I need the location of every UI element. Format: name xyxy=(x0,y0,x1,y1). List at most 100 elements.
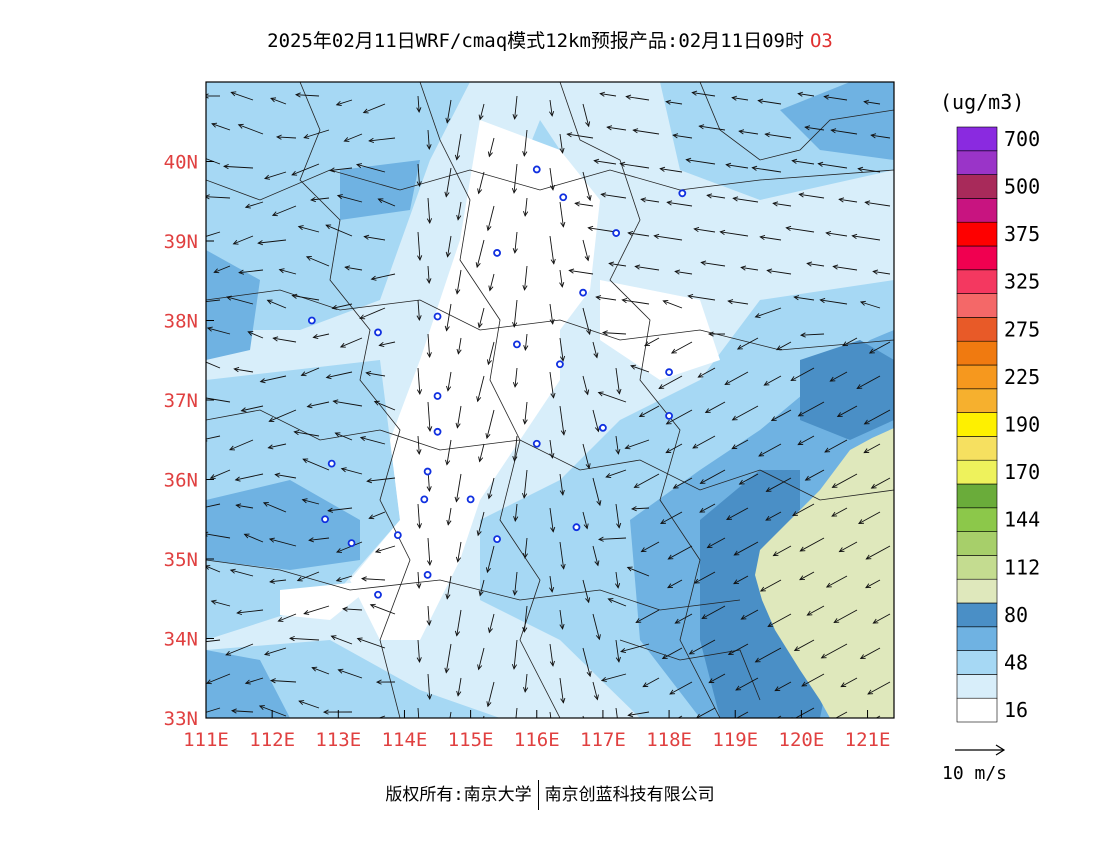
wind-vector-head xyxy=(625,94,632,100)
wind-vector xyxy=(575,202,594,207)
legend-label: 275 xyxy=(1004,317,1040,341)
wind-vector-head xyxy=(599,91,606,97)
wind-vector xyxy=(675,271,693,275)
wind-vector-head xyxy=(243,533,250,539)
wind-vector-head xyxy=(765,515,772,521)
wind-vector xyxy=(688,295,716,301)
wind-vector xyxy=(726,164,749,169)
wind-vector xyxy=(642,677,660,688)
wind-vector xyxy=(734,541,759,556)
wind-vector xyxy=(549,167,554,190)
wind-vector xyxy=(379,341,396,346)
wind-vector xyxy=(229,439,254,451)
wind-vector xyxy=(666,101,683,105)
wind-vector xyxy=(427,673,431,699)
wind-vector-head xyxy=(229,568,236,574)
wind-vector-head xyxy=(667,554,674,560)
wind-vector xyxy=(582,239,589,261)
wind-vector xyxy=(304,129,330,139)
ozone-band-0-b xyxy=(280,580,380,620)
wind-vector-head xyxy=(560,221,566,228)
wind-vector xyxy=(298,226,320,233)
wind-vector-head xyxy=(759,234,766,241)
wind-vector-head xyxy=(522,151,528,157)
wind-vector-head xyxy=(549,184,555,191)
wind-vector xyxy=(304,605,330,615)
wind-vector-head xyxy=(574,201,581,207)
wind-vector-head xyxy=(336,548,342,553)
wind-vector xyxy=(325,224,353,237)
wind-vector xyxy=(417,435,420,454)
wind-vector-head xyxy=(602,330,608,336)
wind-vector-head xyxy=(726,515,732,521)
wind-vector-head xyxy=(277,617,284,622)
wind-vector-head xyxy=(870,483,877,489)
wind-vector xyxy=(615,639,620,662)
wind-vector-head xyxy=(444,191,450,198)
wind-vector xyxy=(628,711,650,716)
wind-vector-head xyxy=(693,226,700,233)
wind-vector xyxy=(835,711,848,718)
wind-vector xyxy=(792,503,815,516)
wind-vector-head xyxy=(355,163,362,169)
x-tick-label: 111E xyxy=(183,729,229,751)
wind-vector xyxy=(866,545,891,560)
wind-vector-head xyxy=(512,322,518,328)
wind-vector-head xyxy=(867,689,874,695)
wind-vector-head xyxy=(825,230,832,237)
wind-vector-head xyxy=(244,679,251,685)
wind-vector-head xyxy=(298,700,305,705)
wind-vector-head xyxy=(872,618,879,624)
wind-vector xyxy=(427,605,430,625)
wind-vector xyxy=(301,367,320,376)
wind-vector-head xyxy=(238,269,245,275)
wind-vector xyxy=(805,126,825,131)
wind-vector xyxy=(549,99,553,116)
wind-vector-head xyxy=(303,134,310,139)
wind-vector-head xyxy=(674,269,681,275)
wind-vector xyxy=(362,578,386,581)
wind-vector-head xyxy=(522,285,528,291)
wind-vector xyxy=(263,502,287,513)
wind-vector xyxy=(427,537,431,565)
wind-vector xyxy=(752,167,782,173)
wind-vector-head xyxy=(687,294,694,300)
wind-vector xyxy=(842,337,858,347)
wind-vector-head xyxy=(830,128,837,134)
legend-label: 225 xyxy=(1004,365,1040,389)
wind-vector xyxy=(728,300,749,305)
wind-vector xyxy=(302,458,330,471)
wind-vector xyxy=(456,609,462,636)
wind-vector-head xyxy=(477,664,483,671)
wind-vector-head xyxy=(312,334,319,340)
wind-vector xyxy=(858,511,881,524)
wind-vector xyxy=(601,673,627,681)
wind-vector xyxy=(701,605,726,619)
wind-vector xyxy=(513,639,518,669)
wind-vector-head xyxy=(632,128,639,134)
wind-vector xyxy=(833,609,858,623)
wind-vector-head xyxy=(584,255,590,262)
wind-vector xyxy=(631,507,650,510)
wind-vector xyxy=(860,301,881,309)
sea-region xyxy=(755,428,894,718)
site-marker xyxy=(423,467,432,476)
wind-vector-head xyxy=(842,341,848,347)
wind-vector xyxy=(774,681,792,692)
site-marker xyxy=(493,535,501,544)
wind-vector-head xyxy=(322,709,329,715)
wind-vector-head xyxy=(264,174,271,180)
wind-vector-head xyxy=(858,519,864,525)
wind-vector xyxy=(245,201,264,208)
legend-swatch xyxy=(956,578,998,604)
wind-vector xyxy=(644,337,660,347)
wind-vector-head xyxy=(446,519,452,526)
wind-vector xyxy=(559,269,563,287)
wind-vector-head xyxy=(620,647,627,653)
wind-vector-head xyxy=(560,429,566,436)
wind-vector xyxy=(686,159,716,165)
wind-vector-head xyxy=(368,137,375,143)
wind-vector xyxy=(214,265,231,273)
wind-vector xyxy=(767,269,792,275)
wind-vector xyxy=(635,609,660,623)
